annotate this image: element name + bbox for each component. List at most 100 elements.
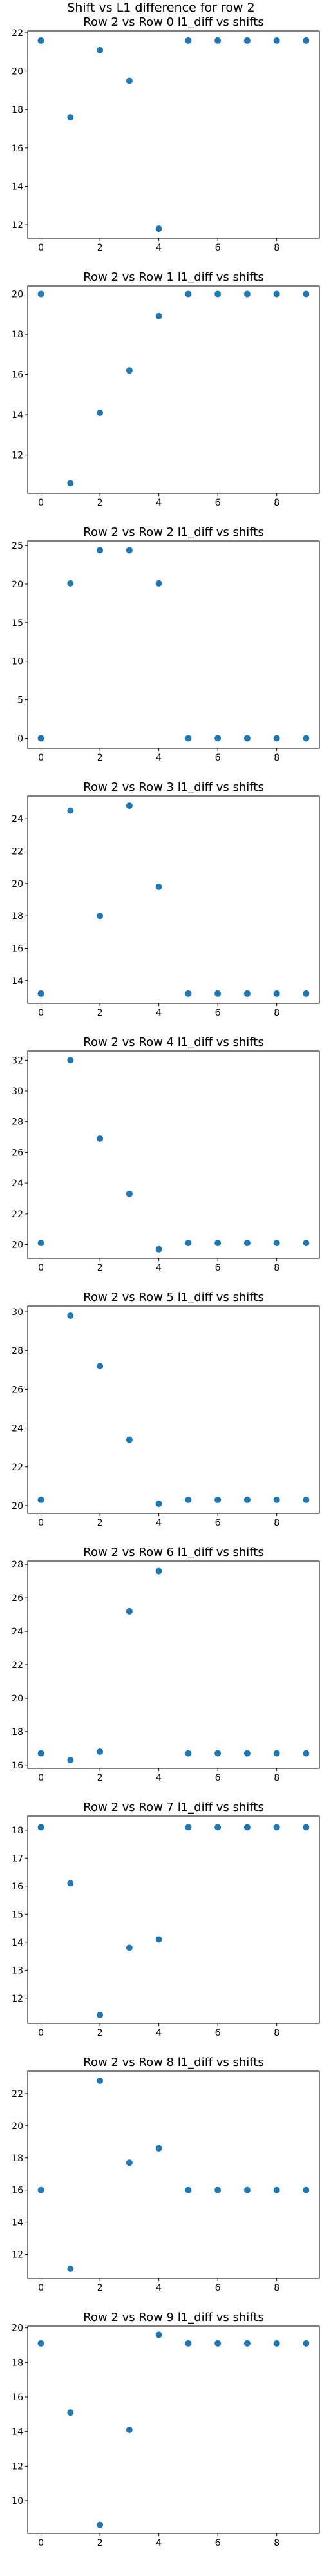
- axes-frame: [27, 285, 320, 494]
- data-point: [273, 1240, 280, 1247]
- y-tick-label: 22: [12, 2089, 23, 2099]
- y-tick-label: 20: [12, 879, 23, 889]
- subplot-0: Row 2 vs Row 0 l1_diff vs shifts 0 2 4 6 8 12 1…: [12, 15, 320, 253]
- data-point: [67, 2266, 74, 2273]
- data-point: [155, 2145, 162, 2152]
- data-point: [214, 735, 222, 742]
- axes-frame: [27, 1305, 320, 1514]
- y-tick-label: 16: [12, 370, 23, 381]
- x-tick-label: 4: [156, 243, 162, 253]
- subplot-title: Row 2 vs Row 1 l1_diff vs shifts: [83, 270, 263, 284]
- y-tick-label: 14: [12, 1938, 23, 1948]
- x-tick-label: 2: [97, 1518, 103, 1528]
- axes-frame: [27, 795, 320, 1004]
- x-tick-label: 2: [97, 243, 103, 253]
- data-point: [155, 1500, 162, 1507]
- data-point: [214, 1496, 222, 1503]
- data-point: [185, 1496, 192, 1503]
- x-tick-label: 2: [97, 498, 103, 508]
- x-tick-label: 8: [274, 2028, 279, 2038]
- y-tick-label: 13: [12, 1965, 23, 1976]
- data-point: [185, 1240, 192, 1247]
- data-point: [67, 1880, 74, 1887]
- y-tick-label: 28: [12, 1560, 23, 1570]
- data-point: [67, 807, 74, 814]
- data-point: [126, 1944, 133, 1951]
- subplot-8: Row 2 vs Row 8 l1_diff vs shifts 0 2 4 6 8 12 1…: [12, 2056, 320, 2293]
- y-tick-label: 12: [12, 451, 23, 461]
- data-point: [303, 2186, 310, 2193]
- y-tick-label: 16: [12, 2392, 23, 2403]
- data-point: [126, 367, 133, 374]
- y-tick-label: 12: [12, 2250, 23, 2260]
- data-point: [97, 46, 104, 53]
- y-tick-label: 12: [12, 1994, 23, 2004]
- data-point: [243, 735, 251, 742]
- subplot-9: Row 2 vs Row 9 l1_diff vs shifts 0 2 4 6 8 10 1…: [12, 2311, 320, 2548]
- y-tick-label: 26: [12, 1593, 23, 1604]
- y-tick-label: 16: [12, 1761, 23, 1771]
- y-tick-label: 20: [12, 2324, 23, 2334]
- data-point: [303, 1750, 310, 1757]
- data-point: [97, 2521, 104, 2528]
- y-tick-label: 20: [12, 1694, 23, 1704]
- data-point: [214, 37, 222, 44]
- y-tick-label: 20: [12, 1240, 23, 1251]
- y-tick-label: 18: [12, 1727, 23, 1738]
- data-point: [97, 1363, 104, 1370]
- data-point: [243, 990, 251, 997]
- y-tick-label: 24: [12, 1179, 23, 1189]
- x-tick-label: 6: [215, 2283, 221, 2293]
- y-tick-label: 20: [12, 1501, 23, 1511]
- data-point: [185, 290, 192, 298]
- x-tick-label: 2: [97, 1263, 103, 1273]
- subplot-title: Row 2 vs Row 8 l1_diff vs shifts: [83, 2056, 263, 2069]
- x-tick-label: 6: [215, 1773, 221, 1783]
- data-point: [214, 2340, 222, 2347]
- y-tick-label: 20: [12, 290, 23, 300]
- y-tick-label: 28: [12, 1117, 23, 1128]
- data-point: [126, 1190, 133, 1197]
- subplot-title: Row 2 vs Row 2 l1_diff vs shifts: [83, 526, 263, 539]
- data-point: [155, 1567, 162, 1575]
- data-point: [273, 1824, 280, 1831]
- y-tick-label: 30: [12, 1307, 23, 1318]
- data-point: [67, 480, 74, 487]
- data-point: [126, 2427, 133, 2433]
- data-point: [155, 883, 162, 890]
- data-point: [37, 290, 44, 298]
- x-tick-label: 0: [38, 753, 44, 763]
- y-tick-label: 12: [12, 2461, 23, 2472]
- data-point: [97, 1748, 104, 1756]
- y-tick-label: 22: [12, 847, 23, 857]
- data-point: [243, 37, 251, 44]
- y-tick-label: 10: [12, 2496, 23, 2506]
- data-point: [273, 290, 280, 298]
- data-point: [214, 990, 222, 997]
- y-tick-label: 24: [12, 814, 23, 824]
- y-tick-label: 14: [12, 182, 23, 193]
- y-tick-label: 22: [12, 1209, 23, 1220]
- y-tick-label: 25: [12, 541, 23, 551]
- x-tick-label: 4: [156, 2028, 162, 2038]
- data-point: [185, 2340, 192, 2347]
- data-point: [303, 1240, 310, 1247]
- subplot-title: Row 2 vs Row 0 l1_diff vs shifts: [83, 15, 263, 29]
- y-tick-label: 16: [12, 2186, 23, 2196]
- data-point: [155, 1936, 162, 1943]
- x-tick-label: 6: [215, 2538, 221, 2548]
- data-point: [243, 1496, 251, 1503]
- axes-frame: [27, 540, 320, 749]
- subplot-title: Row 2 vs Row 3 l1_diff vs shifts: [83, 781, 263, 794]
- x-tick-label: 2: [97, 1008, 103, 1018]
- y-tick-label: 18: [12, 105, 23, 115]
- data-point: [185, 37, 192, 44]
- x-tick-label: 0: [38, 1263, 44, 1273]
- y-tick-label: 32: [12, 1056, 23, 1066]
- data-point: [303, 1496, 310, 1503]
- data-point: [67, 1057, 74, 1064]
